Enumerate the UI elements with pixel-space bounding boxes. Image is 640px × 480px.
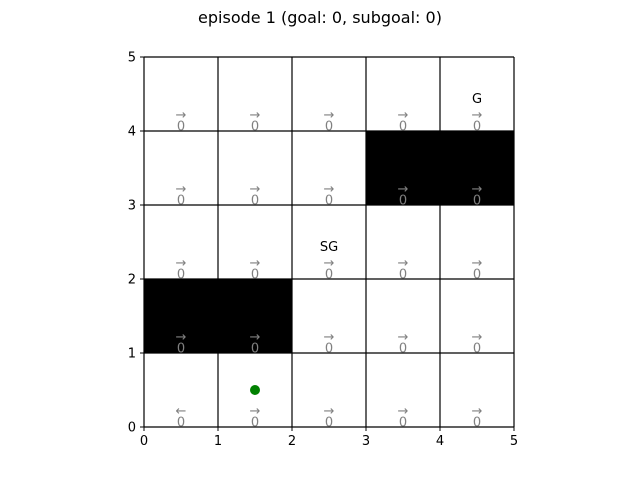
policy-arrow: → [472, 108, 483, 123]
policy-arrow: → [398, 404, 409, 419]
cell-value: 0 [473, 268, 481, 283]
y-tick-label: 3 [128, 199, 136, 214]
policy-arrow: → [250, 108, 261, 123]
x-tick-label: 1 [214, 434, 222, 449]
policy-arrow: → [324, 256, 335, 271]
y-tick-label: 2 [128, 273, 136, 288]
walls-layer [144, 131, 514, 353]
y-tick-label: 5 [128, 51, 136, 66]
policy-arrow: → [176, 256, 187, 271]
policy-arrow: → [398, 182, 409, 197]
x-tick-label: 4 [436, 434, 444, 449]
cell-markers: G SG [320, 92, 482, 255]
cell-value: 0 [325, 120, 333, 135]
cell-value: 0 [177, 120, 185, 135]
policy-arrow: → [472, 182, 483, 197]
cell-value: 0 [399, 120, 407, 135]
wall-cell [366, 131, 440, 205]
cell-value: 0 [399, 194, 407, 209]
cell-value: 0 [399, 342, 407, 357]
policy-arrow: → [176, 182, 187, 197]
x-tick-label: 3 [362, 434, 370, 449]
cell-value: 0 [177, 194, 185, 209]
cell-value: 0 [325, 194, 333, 209]
policy-arrow: → [398, 330, 409, 345]
policy-arrow: → [176, 108, 187, 123]
policy-arrow: → [176, 330, 187, 345]
subgoal-label: SG [320, 240, 338, 255]
y-tick-label: 1 [128, 347, 136, 362]
policy-arrow: → [250, 330, 261, 345]
cell-value: 0 [251, 342, 259, 357]
policy-arrow: → [250, 404, 261, 419]
policy-arrow: → [324, 404, 335, 419]
axis-ticks: 0 1 2 3 4 5 0 1 2 3 4 5 [128, 51, 518, 450]
cell-value: 0 [177, 268, 185, 283]
policy-cells: →0→0→0→0→0→0→0→0→0→0→0→0→0→0→0→0→0→0→0→0… [176, 108, 483, 431]
y-tick-label: 4 [128, 125, 136, 140]
cell-value: 0 [177, 416, 185, 431]
cell-value: 0 [473, 416, 481, 431]
cell-value: 0 [325, 416, 333, 431]
policy-arrow: → [324, 108, 335, 123]
policy-arrow: → [324, 182, 335, 197]
policy-arrow: → [324, 330, 335, 345]
policy-arrow: → [472, 256, 483, 271]
policy-arrow: → [398, 108, 409, 123]
cell-value: 0 [251, 194, 259, 209]
goal-label: G [472, 92, 482, 107]
wall-cell [144, 279, 218, 353]
chart-title: episode 1 (goal: 0, subgoal: 0) [198, 8, 442, 27]
cell-value: 0 [325, 268, 333, 283]
y-tick-label: 0 [128, 421, 136, 436]
policy-arrow: → [472, 330, 483, 345]
cell-value: 0 [473, 342, 481, 357]
policy-arrow: → [472, 404, 483, 419]
policy-arrow: → [398, 256, 409, 271]
cell-value: 0 [251, 268, 259, 283]
agent-marker [250, 385, 260, 395]
policy-arrow: → [250, 182, 261, 197]
cell-value: 0 [177, 342, 185, 357]
cell-value: 0 [399, 268, 407, 283]
x-tick-label: 2 [288, 434, 296, 449]
policy-arrow: ← [176, 404, 187, 419]
cell-value: 0 [399, 416, 407, 431]
cell-value: 0 [325, 342, 333, 357]
x-tick-label: 0 [140, 434, 148, 449]
wall-cell [218, 279, 292, 353]
agent-layer [250, 385, 260, 395]
cell-value: 0 [473, 194, 481, 209]
cell-value: 0 [251, 120, 259, 135]
policy-arrow: → [250, 256, 261, 271]
cell-value: 0 [251, 416, 259, 431]
cell-value: 0 [473, 120, 481, 135]
wall-cell [440, 131, 514, 205]
grid-lines [143, 56, 515, 428]
x-tick-label: 5 [510, 434, 518, 449]
